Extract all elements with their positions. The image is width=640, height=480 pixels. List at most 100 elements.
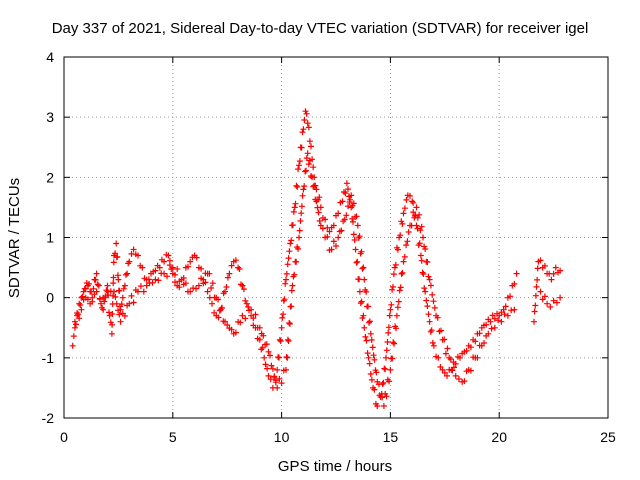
data-point-series-1 <box>389 355 396 362</box>
data-point-series-1 <box>248 306 255 313</box>
data-point-series-1 <box>501 311 508 318</box>
data-point-series-1 <box>316 218 323 224</box>
data-point-series-0 <box>100 306 107 313</box>
x-axis-label: GPS time / hours <box>278 458 392 475</box>
data-point-series-0 <box>397 232 404 239</box>
data-point-series-1 <box>269 365 276 372</box>
data-point-series-1 <box>271 373 278 380</box>
data-point-series-1 <box>314 204 321 211</box>
data-point-series-0 <box>86 280 92 287</box>
data-point-series-0 <box>430 342 437 349</box>
data-point-series-1 <box>164 273 170 280</box>
x-tick-label: 20 <box>491 429 507 445</box>
data-point-series-1 <box>298 210 305 217</box>
data-point-series-1 <box>288 287 295 294</box>
data-point-series-0 <box>353 259 360 266</box>
data-point-series-0 <box>228 262 235 269</box>
data-point-series-1 <box>422 246 429 252</box>
x-tick-label: 15 <box>383 429 399 445</box>
data-point-series-0 <box>130 246 137 253</box>
data-point-series-1 <box>373 369 380 376</box>
data-point-series-0 <box>165 252 172 259</box>
data-point-series-0 <box>537 257 544 264</box>
data-point-series-1 <box>426 276 433 283</box>
data-point-series-1 <box>399 269 406 276</box>
data-point-series-0 <box>185 263 191 270</box>
data-point-series-0 <box>204 288 211 295</box>
data-point-series-0 <box>73 321 79 328</box>
data-point-series-0 <box>533 283 540 290</box>
data-point-series-0 <box>235 264 242 271</box>
data-point-series-1 <box>488 325 495 332</box>
data-point-series-1 <box>250 315 257 322</box>
data-point-series-0 <box>296 158 303 165</box>
data-point-series-0 <box>423 297 430 304</box>
data-point-series-1 <box>311 182 318 189</box>
data-point-series-1 <box>410 209 417 216</box>
data-point-series-0 <box>278 324 285 331</box>
data-point-series-0 <box>426 318 433 325</box>
data-point-series-1 <box>367 330 374 337</box>
data-point-series-0 <box>300 126 307 133</box>
data-point-series-0 <box>304 120 311 127</box>
data-point-series-1 <box>504 312 511 319</box>
data-point-series-1 <box>169 264 176 271</box>
data-point-series-1 <box>304 150 311 157</box>
data-point-series-0 <box>476 330 483 337</box>
data-point-series-1 <box>161 270 168 277</box>
data-point-series-0 <box>419 269 426 276</box>
data-point-series-0 <box>358 298 365 305</box>
data-point-series-0 <box>491 315 498 322</box>
data-point-series-0 <box>243 300 250 307</box>
data-point-series-1 <box>350 200 357 207</box>
data-point-series-1 <box>424 259 431 265</box>
data-point-series-1 <box>438 327 444 334</box>
data-point-series-1 <box>193 285 199 292</box>
data-point-series-1 <box>404 238 411 245</box>
data-point-series-1 <box>346 199 353 205</box>
data-point-series-1 <box>116 311 123 318</box>
data-point-series-0 <box>305 124 312 131</box>
data-point-series-1 <box>354 222 361 229</box>
data-point-series-1 <box>359 265 366 272</box>
data-point-series-1 <box>209 280 216 287</box>
data-point-series-0 <box>295 166 302 173</box>
data-point-series-1 <box>403 242 410 249</box>
data-point-series-0 <box>90 285 97 292</box>
data-point-series-1 <box>228 326 235 333</box>
data-point-series-1 <box>371 356 378 363</box>
data-point-series-1 <box>174 266 181 272</box>
data-point-series-0 <box>322 216 329 223</box>
data-point-series-1 <box>398 270 405 277</box>
data-point-series-1 <box>338 227 345 234</box>
data-point-series-0 <box>198 265 205 272</box>
data-point-series-0 <box>424 303 431 310</box>
data-point-series-0 <box>548 276 555 283</box>
data-point-series-1 <box>149 279 156 286</box>
data-point-series-1 <box>400 258 407 265</box>
data-point-series-0 <box>407 192 413 199</box>
data-point-series-0 <box>70 333 77 340</box>
data-point-series-0 <box>350 231 357 238</box>
data-point-series-1 <box>408 222 415 229</box>
data-point-series-1 <box>305 161 312 168</box>
data-point-series-0 <box>113 240 120 247</box>
data-point-series-0 <box>114 253 121 260</box>
data-point-series-1 <box>112 293 119 300</box>
data-point-series-0 <box>261 354 268 361</box>
y-tick-label: 4 <box>46 49 54 65</box>
data-point-series-0 <box>444 372 450 379</box>
chart-title: Day 337 of 2021, Sidereal Day-to-day VTE… <box>52 20 589 37</box>
data-point-series-1 <box>366 318 373 325</box>
data-point-series-0 <box>399 220 406 227</box>
data-point-series-0 <box>93 270 100 277</box>
data-point-series-0 <box>215 314 222 321</box>
data-point-series-1 <box>544 300 551 307</box>
data-point-series-1 <box>511 306 518 313</box>
data-point-series-1 <box>121 313 128 319</box>
data-point-series-0 <box>385 329 392 336</box>
data-point-series-0 <box>77 302 84 308</box>
data-point-series-0 <box>463 347 470 354</box>
data-point-series-0 <box>513 270 520 277</box>
data-point-series-1 <box>361 276 368 283</box>
